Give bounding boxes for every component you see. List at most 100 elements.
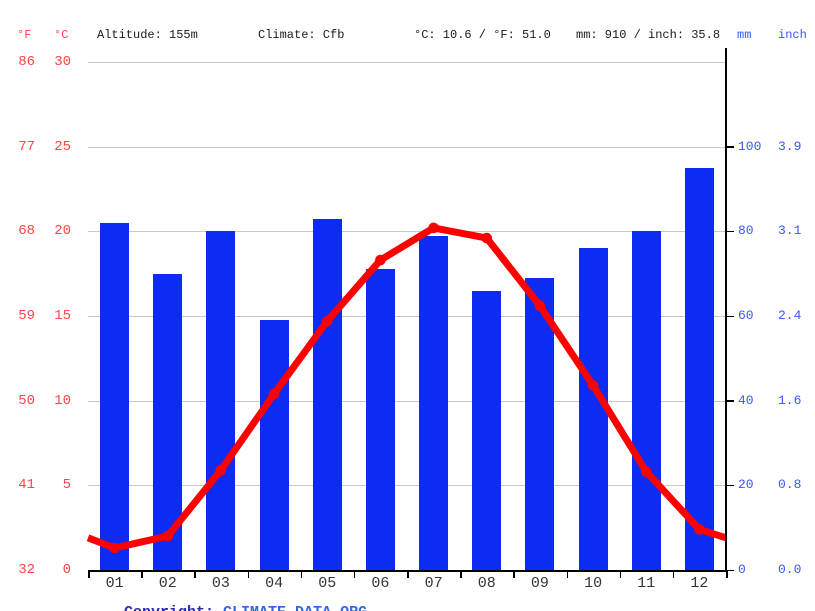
x-axis-tick: [407, 572, 409, 578]
mm-axis-title: mm: [737, 28, 752, 42]
month-label-12: 12: [690, 575, 709, 592]
temperature-point-05: [322, 315, 333, 327]
gridline: [88, 316, 726, 317]
precipitation-bar-01: [100, 222, 130, 570]
plot-area: [86, 62, 728, 570]
month-label-11: 11: [637, 575, 656, 592]
precipitation-bar-04: [259, 320, 289, 570]
gridline: [88, 62, 726, 63]
x-axis-tick: [566, 572, 568, 578]
month-label-02: 02: [158, 575, 177, 592]
fahrenheit-tick-label: 86: [18, 54, 35, 70]
gridline: [88, 485, 726, 487]
precipitation-bar-05: [312, 218, 342, 570]
right-axis-tick-row: 40 1.6: [738, 393, 815, 409]
right-axis-tick-row: 100 3.9: [738, 139, 815, 155]
right-y-axis-line: [725, 48, 727, 572]
right-axis-tick: [727, 400, 734, 402]
left-axis-tick-row: 86 30: [0, 54, 80, 70]
precipitation-bar-11: [631, 231, 661, 570]
precipitation-bar-06: [365, 269, 395, 570]
mm-tick-label: 100: [738, 138, 762, 154]
right-axis-tick: [727, 569, 734, 571]
x-axis-tick: [353, 572, 356, 578]
x-axis-tick: [672, 572, 675, 578]
left-axis-tick-row: 41 5: [0, 477, 80, 493]
mm-tick-label: 40: [738, 392, 754, 408]
climate-data-org-link[interactable]: CLIMATE-DATA.ORG: [223, 604, 367, 611]
x-axis-line: [88, 570, 728, 572]
right-axis-tick-row: 80 3.1: [738, 223, 815, 239]
left-axis-tick-row: 77 25: [0, 139, 80, 155]
right-axis-tick: [727, 230, 734, 233]
inch-tick-label: 0.8: [778, 477, 802, 493]
inch-tick-label: 1.6: [778, 392, 802, 408]
gridline: [88, 231, 726, 233]
left-axis-tick-row: 68 20: [0, 223, 80, 239]
temperature-point-12: [694, 524, 705, 535]
right-axis-tick: [727, 315, 734, 317]
celsius-tick-label: 0: [62, 562, 71, 578]
mm-tick-label: 0: [738, 562, 746, 577]
temperature-point-10: [587, 380, 599, 391]
left-axis-tick-row: 59 15: [0, 308, 80, 324]
right-axis-tick-row: 20 0.8: [738, 477, 815, 493]
fahrenheit-tick-label: 50: [18, 392, 35, 409]
celsius-tick-label: 15: [54, 308, 71, 324]
right-axis-tick-row: 0 0.0: [738, 562, 815, 578]
month-label-04: 04: [265, 575, 284, 592]
precipitation-bar-10: [578, 248, 608, 570]
precipitation-bar-03: [206, 231, 236, 570]
x-axis-tick: [726, 572, 728, 578]
temperature-point-02: [162, 530, 174, 542]
fahrenheit-tick-label: 59: [18, 308, 35, 324]
precipitation-bar-12: [684, 167, 714, 570]
x-axis-tick: [194, 572, 196, 578]
x-axis-tick: [247, 572, 249, 578]
celsius-tick-label: 20: [54, 223, 71, 240]
celsius-axis-title: °C: [54, 28, 69, 42]
month-label-09: 09: [530, 575, 549, 592]
temperature-point-01: [109, 542, 120, 554]
month-label-10: 10: [584, 575, 603, 592]
inch-axis-title: inch: [778, 28, 807, 42]
climate-class-label: Climate: Cfb: [258, 28, 345, 42]
mm-tick-label: 20: [738, 477, 754, 493]
left-axis-tick-row: 32 0: [0, 562, 80, 578]
inch-tick-label: 0.0: [778, 562, 802, 577]
copyright-label: Copyright:: [124, 604, 223, 611]
temperature-point-04: [268, 388, 280, 400]
x-axis-tick: [300, 572, 303, 578]
precipitation-bar-08: [472, 290, 502, 570]
temperature-summary: °C: 10.6 / °F: 51.0: [414, 28, 551, 42]
left-axis-tick-row: 50 10: [0, 393, 80, 409]
celsius-tick-label: 25: [54, 138, 71, 155]
temperature-point-06: [375, 254, 386, 266]
mm-tick-label: 60: [738, 308, 754, 323]
x-axis-tick: [619, 572, 622, 578]
temperature-line-layer: [86, 222, 728, 554]
month-label-03: 03: [211, 575, 230, 592]
fahrenheit-tick-label: 41: [18, 477, 35, 494]
temperature-point-09: [534, 300, 546, 312]
celsius-tick-label: 30: [54, 54, 71, 70]
month-label-06: 06: [371, 575, 390, 592]
month-label-05: 05: [318, 575, 337, 592]
temperature-point-03: [215, 464, 227, 476]
gridline: [88, 146, 726, 148]
inch-tick-label: 3.1: [778, 223, 802, 239]
mm-tick-label: 80: [738, 223, 754, 239]
inch-tick-label: 3.9: [778, 138, 802, 154]
right-axis-tick-row: 60 2.4: [738, 308, 815, 324]
celsius-tick-label: 10: [54, 392, 71, 409]
temperature-point-11: [641, 466, 652, 478]
x-axis-tick: [88, 572, 90, 578]
celsius-tick-label: 5: [62, 477, 71, 494]
altitude-label: Altitude: 155m: [97, 28, 198, 42]
precipitation-bar-09: [525, 277, 555, 570]
month-label-07: 07: [424, 575, 443, 592]
x-axis-tick: [141, 572, 143, 578]
month-label-01: 01: [105, 575, 124, 592]
precipitation-summary: mm: 910 / inch: 35.8: [576, 28, 721, 42]
